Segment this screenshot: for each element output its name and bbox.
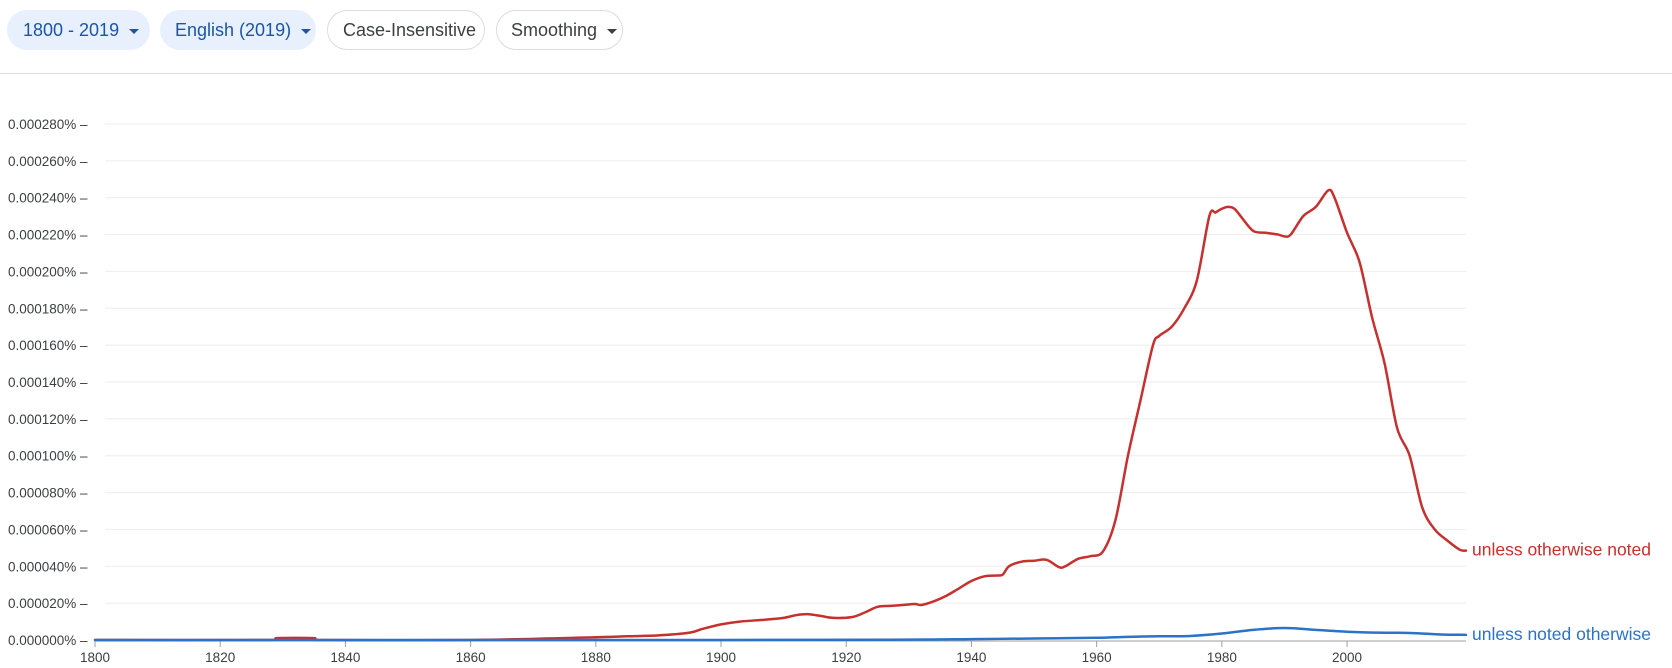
y-tick-label: 0.000120% – <box>8 412 88 427</box>
y-tick-label: 0.000220% – <box>8 228 88 243</box>
x-tick-label: 1900 <box>706 650 736 665</box>
x-tick-label: 1800 <box>80 650 110 665</box>
x-tick-label: 1960 <box>1082 650 1112 665</box>
year-range-dropdown[interactable]: 1800 - 2019 <box>7 10 150 50</box>
year-range-label: 1800 - 2019 <box>23 19 120 40</box>
case-insensitive-label: Case-Insensitive <box>343 19 477 40</box>
y-tick-label: 0.000020% – <box>8 596 88 611</box>
toolbar: 1800 - 2019 English (2019) Case-Insensit… <box>0 0 1672 74</box>
caret-down-icon <box>607 28 618 34</box>
x-tick-label: 1920 <box>831 650 861 665</box>
x-tick-label: 1840 <box>330 650 360 665</box>
x-tick-label: 1980 <box>1207 650 1237 665</box>
caret-down-icon <box>129 28 140 34</box>
corpus-label: English (2019) <box>175 19 292 40</box>
y-tick-label: 0.000140% – <box>8 375 88 390</box>
y-tick-label: 0.000260% – <box>8 154 88 169</box>
y-tick-label: 0.000240% – <box>8 191 88 206</box>
y-tick-label: 0.000040% – <box>8 559 88 574</box>
x-tick-label: 1940 <box>956 650 986 665</box>
y-tick-label: 0.000160% – <box>8 338 88 353</box>
x-tick-label: 1820 <box>205 650 235 665</box>
series-line-1 <box>93 188 1468 642</box>
y-tick-label: 0.000060% – <box>8 522 88 537</box>
y-tick-label: 0.000080% – <box>8 486 88 501</box>
ngram-chart: 0.000000% – 0.000020% – 0.000040% – 0.00006… <box>8 117 1651 665</box>
y-tick-label: 0.000200% – <box>8 264 88 279</box>
x-tick-label: 2000 <box>1332 650 1362 665</box>
series-label-1: unless otherwise noted <box>1472 540 1651 560</box>
case-insensitive-toggle[interactable]: Case-Insensitive <box>327 10 485 50</box>
x-tick-label: 1860 <box>456 650 486 665</box>
smoothing-dropdown[interactable]: Smoothing <box>496 10 623 50</box>
series-label-2: unless noted otherwise <box>1472 624 1651 644</box>
caret-down-icon <box>301 28 312 34</box>
y-tick-label: 0.000180% – <box>8 301 88 316</box>
corpus-dropdown[interactable]: English (2019) <box>160 10 316 50</box>
y-tick-label: 0.000280% – <box>8 117 88 132</box>
series-line-2 <box>93 626 1468 642</box>
y-tick-label: 0.000000% – <box>8 633 88 648</box>
smoothing-label: Smoothing <box>511 19 598 40</box>
y-tick-label: 0.000100% – <box>8 449 88 464</box>
x-tick-label: 1880 <box>581 650 611 665</box>
